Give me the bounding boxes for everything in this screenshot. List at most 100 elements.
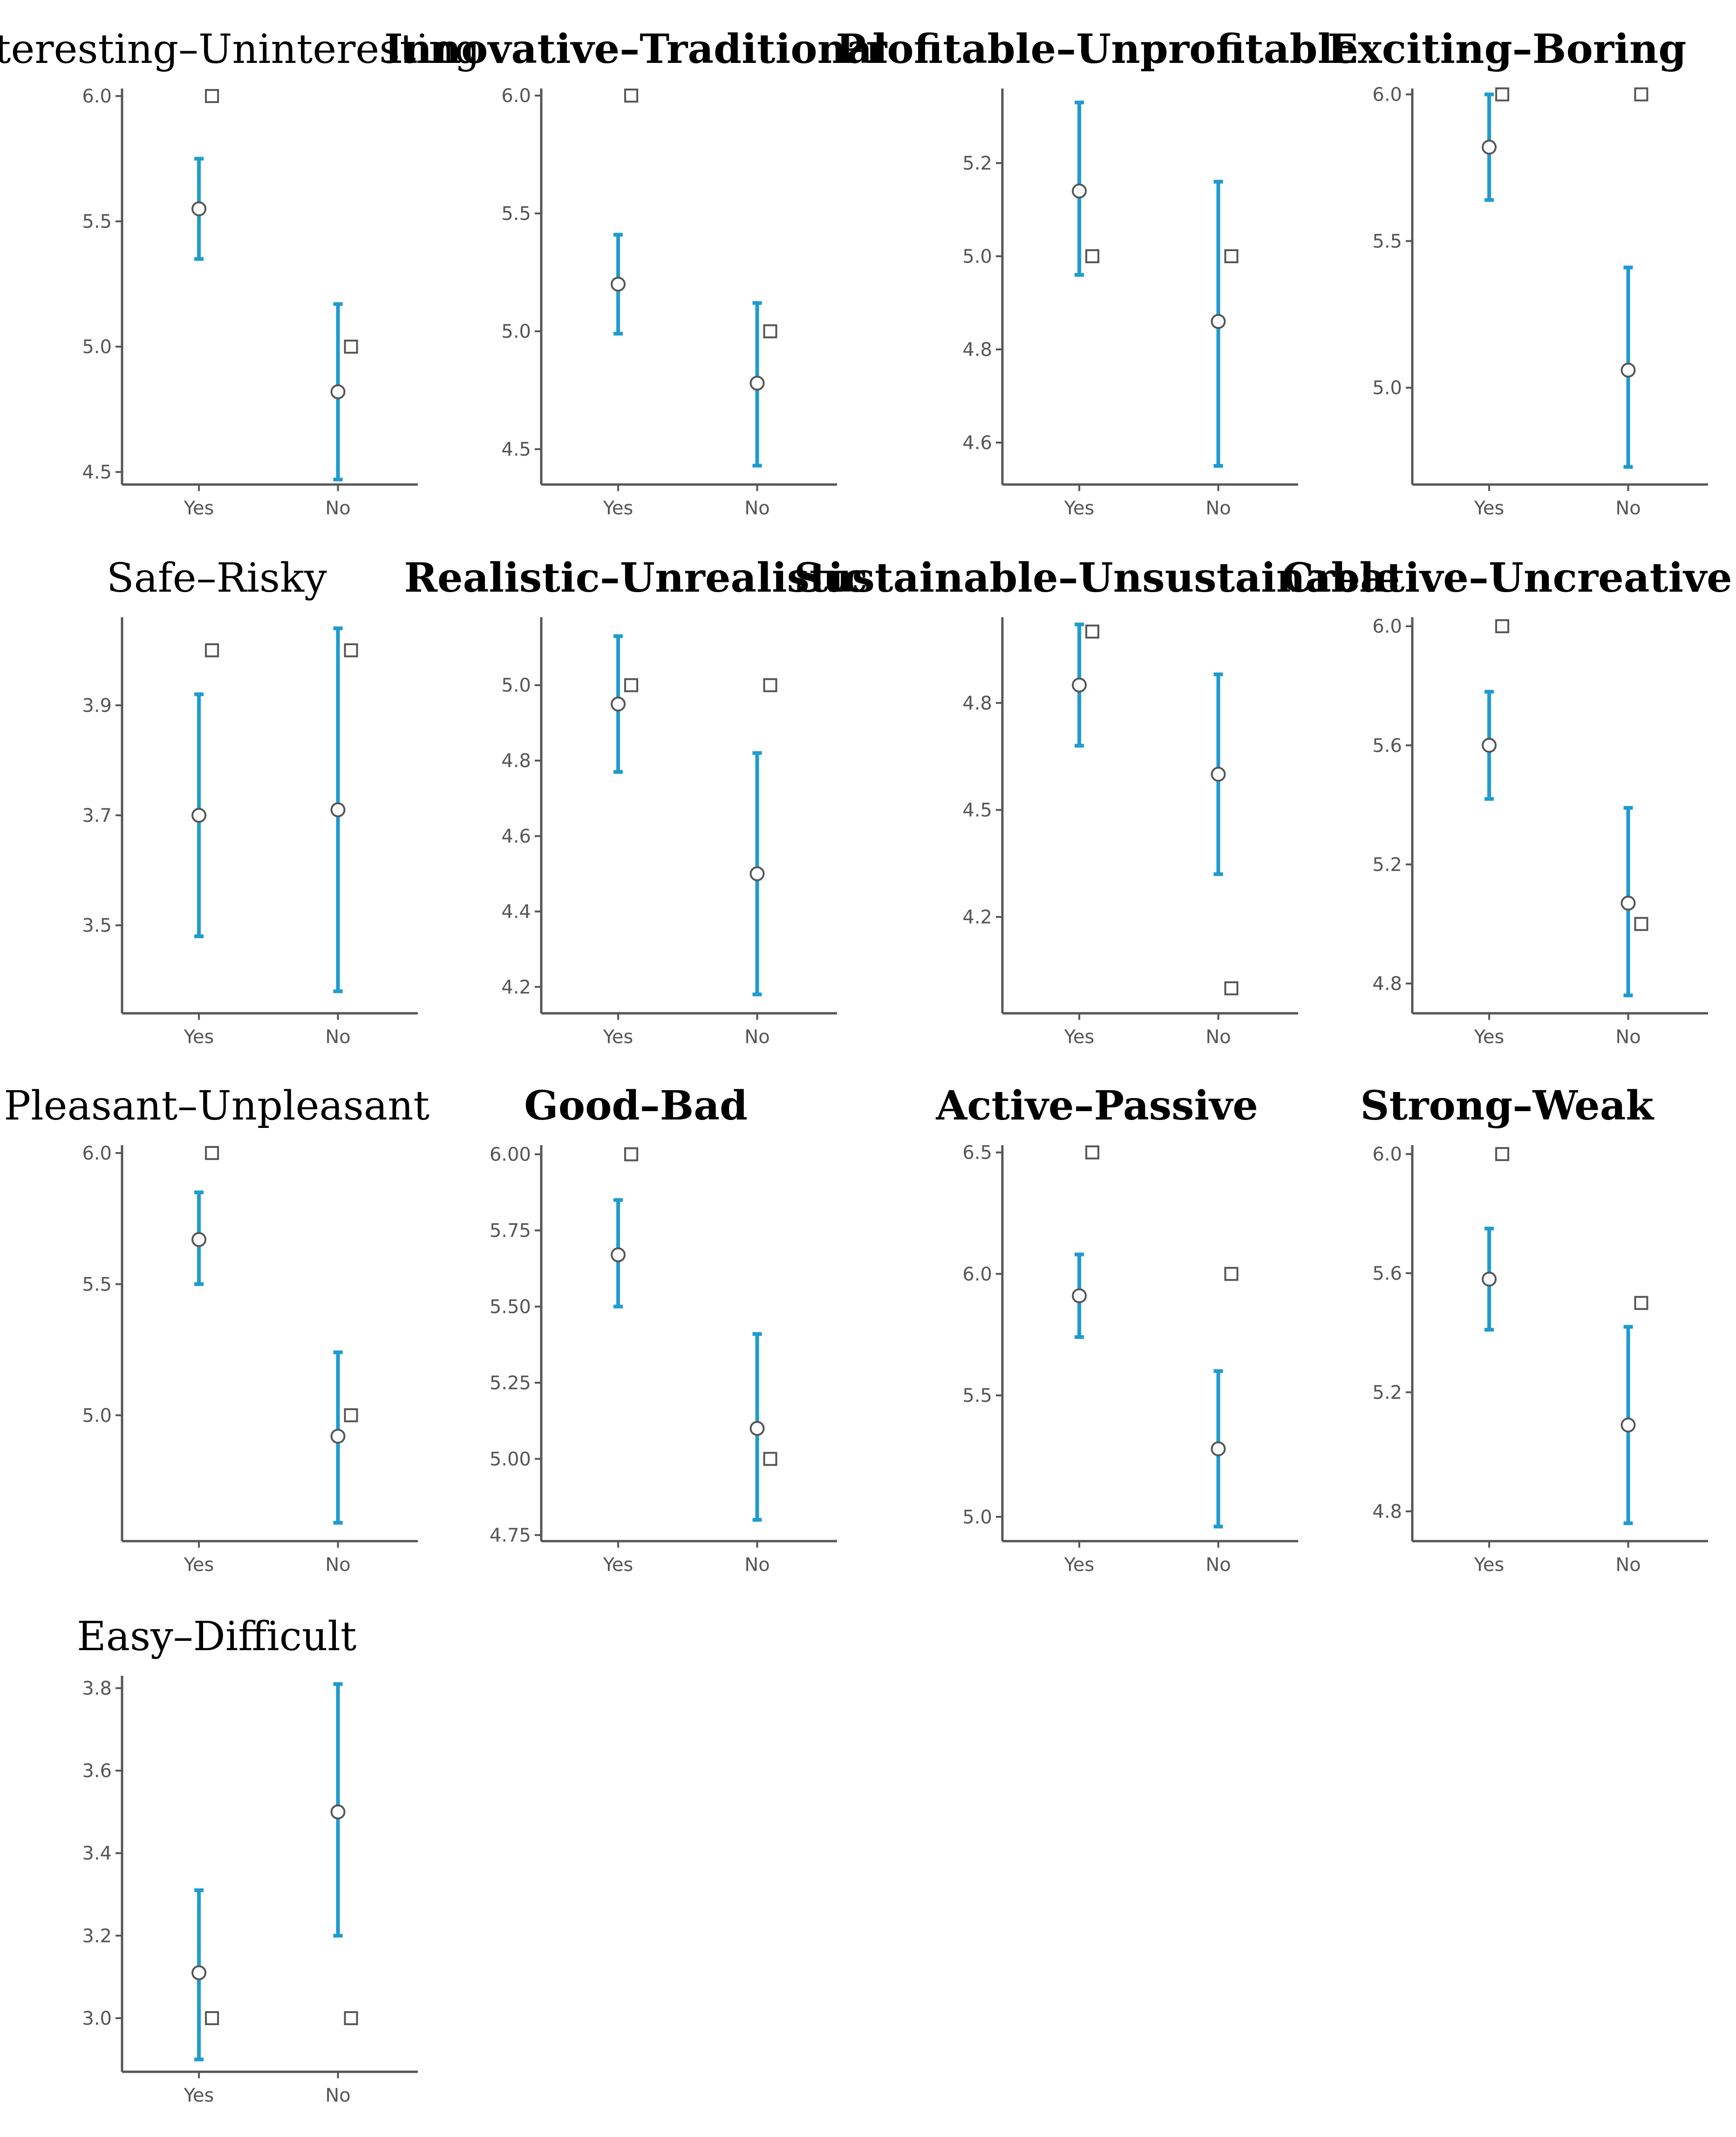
y-tick-label: 3.5 <box>82 915 112 936</box>
panel-title: Innovative–Traditional <box>384 26 888 73</box>
mean-marker <box>611 276 626 292</box>
chart-panel: Safe–Risky 3.5 3.7 3.9 Yes No <box>82 555 418 1048</box>
chart-panel: Realistic–Unrealistic 4.2 4.4 4.6 4.8 5.0 Yes N… <box>404 554 868 1048</box>
y-tick-label: 5.2 <box>1372 854 1402 875</box>
mean-marker <box>1482 1271 1497 1287</box>
y-tick-label: 5.5 <box>1372 231 1402 252</box>
median-marker <box>1085 1145 1100 1160</box>
mean-marker <box>1211 766 1226 782</box>
panel-title: Strong–Weak <box>1360 1082 1654 1129</box>
median-marker <box>1634 87 1648 102</box>
median-marker <box>1495 619 1510 634</box>
y-tick-label: 4.2 <box>962 907 992 928</box>
x-tick-label: No <box>1615 498 1641 519</box>
x-tick-label: Yes <box>603 1026 633 1048</box>
panel-title: Profitable–Unprofitable <box>836 26 1358 73</box>
y-tick-label: 5.0 <box>501 321 531 342</box>
x-tick-label: No <box>325 1554 350 1576</box>
y-tick-label: 6.0 <box>82 1143 112 1164</box>
chart-panel: Easy–Difficult 3.0 3.2 3.4 3.6 3.8 Yes No <box>77 1613 418 2106</box>
panel-title: Exciting–Boring <box>1328 26 1687 73</box>
mean-marker <box>1482 139 1497 155</box>
median-marker <box>205 2011 219 2025</box>
y-tick-label: 4.5 <box>501 439 531 460</box>
y-tick-label: 4.75 <box>490 1525 531 1546</box>
y-tick-label: 3.4 <box>82 1843 112 1864</box>
y-tick-label: 5.5 <box>962 1385 992 1406</box>
chart-panel: Innovative–Traditional 4.5 5.0 5.5 6.0 Yes No <box>384 26 888 519</box>
mean-marker <box>611 1247 626 1263</box>
x-tick-label: No <box>325 498 350 519</box>
panel-title: Sustainable–Unsustainable <box>794 554 1400 601</box>
mean-marker <box>191 201 207 217</box>
panel-title: Active–Passive <box>935 1082 1258 1129</box>
y-tick-label: 4.5 <box>962 800 992 821</box>
panel-title: Creative–Uncreative <box>1282 554 1732 601</box>
chart-panel: Profitable–Unprofitable 4.6 4.8 5.0 5.2 Yes No <box>836 26 1358 519</box>
x-tick-label: No <box>1205 498 1231 519</box>
median-marker <box>763 324 777 339</box>
median-marker <box>344 1408 358 1422</box>
panel-title: Interesting–Uninteresting <box>0 26 480 73</box>
mean-marker <box>1620 362 1636 378</box>
x-tick-label: No <box>1615 1026 1641 1048</box>
y-tick-label: 6.0 <box>1372 1144 1402 1165</box>
mean-marker <box>330 1428 346 1444</box>
x-tick-label: Yes <box>1064 1026 1095 1048</box>
x-tick-label: Yes <box>184 1554 214 1576</box>
y-tick-label: 4.8 <box>1372 1501 1402 1523</box>
x-tick-label: Yes <box>1474 1026 1505 1048</box>
y-tick-label: 5.0 <box>82 336 112 358</box>
y-tick-label: 5.50 <box>490 1297 531 1318</box>
y-tick-label: 6.00 <box>490 1144 531 1166</box>
median-marker <box>344 643 358 657</box>
chart-panel: Creative–Uncreative 4.8 5.2 5.6 6.0 Yes No <box>1282 554 1732 1048</box>
mean-marker <box>330 802 346 818</box>
panel-title: Pleasant–Unpleasant <box>4 1083 429 1129</box>
median-marker <box>205 89 219 103</box>
y-tick-label: 5.5 <box>501 203 531 225</box>
y-tick-label: 4.8 <box>962 339 992 361</box>
mean-marker <box>330 1804 346 1820</box>
y-tick-label: 5.0 <box>962 1507 992 1528</box>
y-tick-label: 6.0 <box>82 86 112 107</box>
y-tick-label: 5.5 <box>82 211 112 232</box>
x-tick-label: Yes <box>184 1026 214 1048</box>
x-tick-label: Yes <box>1064 498 1095 519</box>
x-tick-label: Yes <box>1474 1554 1505 1576</box>
y-tick-label: 4.6 <box>501 826 531 847</box>
y-tick-label: 3.7 <box>82 805 112 826</box>
mean-marker <box>1620 895 1636 911</box>
y-tick-label: 4.8 <box>962 693 992 714</box>
chart-panel: Exciting–Boring 5.0 5.5 6.0 Yes No <box>1328 26 1708 519</box>
y-tick-label: 5.6 <box>1372 1263 1402 1284</box>
y-tick-label: 5.5 <box>82 1274 112 1295</box>
chart-panel: Active–Passive 5.0 5.5 6.0 6.5 Yes No <box>935 1082 1298 1576</box>
median-marker <box>1634 1296 1648 1310</box>
y-tick-label: 6.0 <box>501 85 531 107</box>
y-tick-label: 5.75 <box>490 1220 531 1242</box>
panel-title: Safe–Risky <box>107 555 327 601</box>
chart-panel: Strong–Weak 4.8 5.2 5.6 6.0 Yes No <box>1360 1082 1708 1576</box>
mean-marker <box>191 1965 207 1980</box>
mean-marker <box>191 808 207 823</box>
y-tick-label: 6.5 <box>962 1142 992 1164</box>
median-marker <box>1085 624 1100 639</box>
y-tick-label: 3.8 <box>82 1678 112 1700</box>
mean-marker <box>1072 677 1087 693</box>
mean-marker <box>330 384 346 399</box>
mean-marker <box>611 696 626 712</box>
mean-marker <box>191 1232 207 1247</box>
panel-title: Easy–Difficult <box>77 1613 356 1660</box>
y-tick-label: 5.00 <box>490 1448 531 1470</box>
mean-marker <box>1072 1288 1087 1304</box>
y-tick-label: 5.0 <box>501 675 531 696</box>
chart-panel: Pleasant–Unpleasant 5.0 5.5 6.0 Yes No <box>4 1083 429 1576</box>
panel-title: Realistic–Unrealistic <box>404 554 868 601</box>
y-tick-label: 5.6 <box>1372 735 1402 757</box>
mean-marker <box>1482 737 1497 753</box>
x-tick-label: No <box>744 498 769 519</box>
median-marker <box>763 1452 777 1466</box>
x-tick-label: Yes <box>603 498 633 519</box>
x-tick-label: Yes <box>184 2085 214 2106</box>
